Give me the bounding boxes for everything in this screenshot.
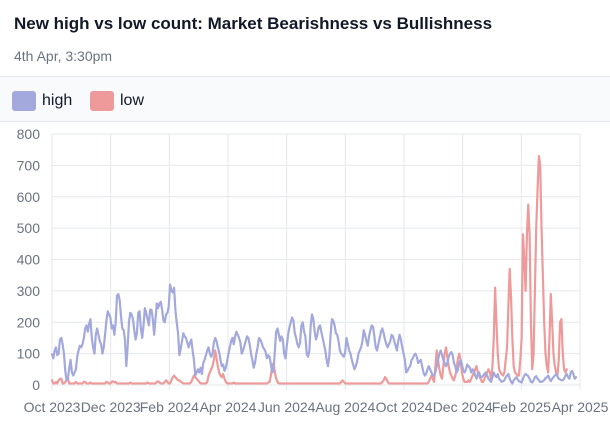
x-tick-label: Dec 2024 (433, 399, 493, 415)
x-tick-label: Oct 2023 (24, 399, 81, 415)
x-tick-label: Apr 2024 (200, 399, 257, 415)
legend-swatch-low (90, 91, 114, 111)
x-tick-label: Jun 2024 (258, 399, 316, 415)
y-tick-label: 300 (17, 283, 41, 299)
y-tick-label: 800 (17, 126, 41, 142)
chart-timestamp: 4th Apr, 3:30pm (14, 48, 113, 64)
chart-legend: high low (0, 76, 610, 122)
x-tick-label: Apr 2025 (552, 399, 609, 415)
legend-label-low: low (120, 92, 145, 109)
card-header: New high vs low count: Market Bearishnes… (0, 0, 610, 76)
x-tick-label: Dec 2023 (81, 399, 141, 415)
x-tick-label: Feb 2025 (492, 399, 551, 415)
y-tick-label: 600 (17, 189, 41, 205)
y-tick-label: 200 (17, 314, 41, 330)
legend-item-high[interactable]: high (12, 89, 72, 113)
x-tick-label: Feb 2024 (140, 399, 199, 415)
x-tick-label: Oct 2024 (376, 399, 433, 415)
legend-item-low[interactable]: low (90, 89, 144, 113)
x-tick-label: Aug 2024 (315, 399, 375, 415)
series-line-high (50, 283, 578, 385)
legend-label-high: high (42, 92, 73, 109)
series-line-low (50, 154, 568, 385)
y-tick-label: 500 (17, 220, 41, 236)
y-tick-label: 400 (17, 252, 41, 268)
chart-title: New high vs low count: Market Bearishnes… (14, 14, 493, 33)
y-tick-label: 100 (17, 346, 41, 362)
y-tick-label: 700 (17, 157, 41, 173)
legend-swatch-high (12, 91, 36, 111)
y-tick-label: 0 (32, 377, 40, 393)
